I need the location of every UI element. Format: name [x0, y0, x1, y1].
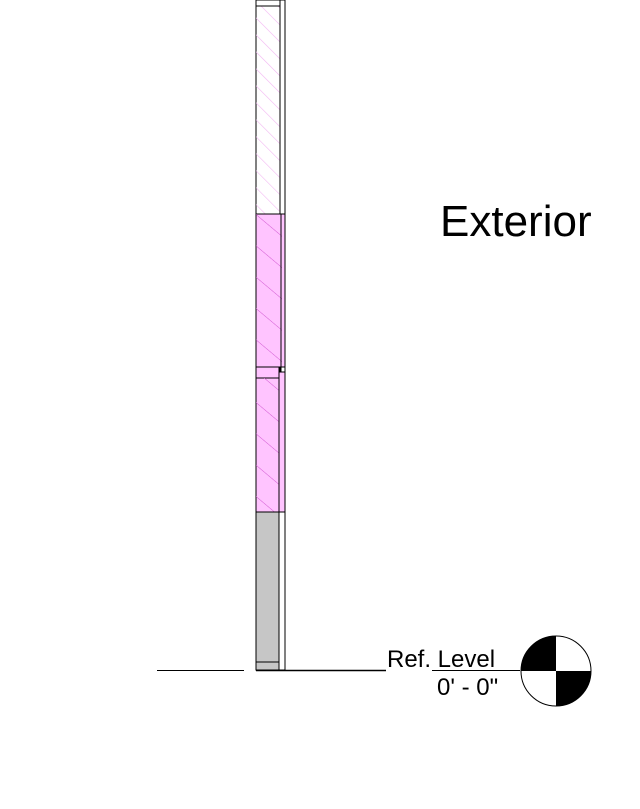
base-trim: [278, 511, 286, 671]
exterior-label: Exterior: [440, 197, 592, 246]
mid-panel-hatch: [256, 214, 282, 367]
lower-panel-hatch: [256, 378, 279, 512]
lower-panel-trim: [278, 371, 286, 513]
ledge: [255, 366, 280, 379]
base-footing: [255, 661, 280, 671]
level-elevation: 0' - 0": [437, 674, 498, 701]
base-panel: [255, 511, 280, 671]
upper-panel-hatch: [256, 6, 280, 214]
level-head-icon: [520, 635, 592, 707]
wall-section: [255, 0, 286, 671]
level-name: Ref. Level: [387, 646, 495, 673]
